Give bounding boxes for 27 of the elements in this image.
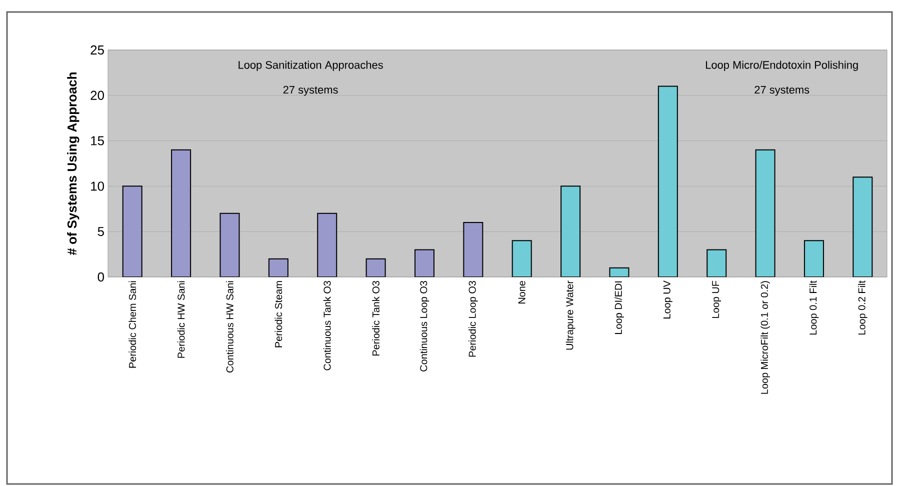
x-tick-label: Periodic Steam [274,281,282,348]
x-tick-label: Loop UF [712,280,722,318]
x-tick-label: Ultrapure Water [566,280,576,350]
annotation: 27 systems [754,86,810,96]
y-tick-label: 10 [91,182,104,191]
y-axis-title: # of Systems Using Approach [67,72,80,256]
y-tick-label: 20 [90,90,104,100]
annotation: Loop Sanitization Approaches [238,60,383,71]
y-tick-label: 25 [90,45,104,55]
annotation: Loop Micro/Endotoxin Polishing [706,60,858,71]
y-tick-label: 5 [98,227,104,236]
y-tick-label: 0 [98,272,104,282]
x-tick-label: Periodic Chem Sani [128,281,136,368]
x-tick-label: Loop MicroFilt (0.1 or 0.2) [760,281,770,394]
x-tick-label: Periodic HW Sani [177,281,185,358]
annotation: 27 systems [283,86,338,96]
x-tick-label: Loop 0.1 Filt [809,280,819,335]
x-tick-label: Continuous Loop O3 [420,280,430,372]
x-tick-label: Periodic Loop O3 [468,280,478,357]
x-tick-label: Periodic Tank O3 [372,280,380,356]
x-tick-label: None [518,280,526,304]
x-tick-label: Loop 0.2 Filt [858,280,868,335]
x-tick-label: Continuous HW Sani [226,281,234,372]
x-tick-label: Continuous Tank O3 [323,280,331,370]
y-tick-label: 15 [91,136,104,146]
x-tick-label: Loop DI/EDI [614,281,624,334]
x-tick-label: Loop UV [663,280,672,318]
